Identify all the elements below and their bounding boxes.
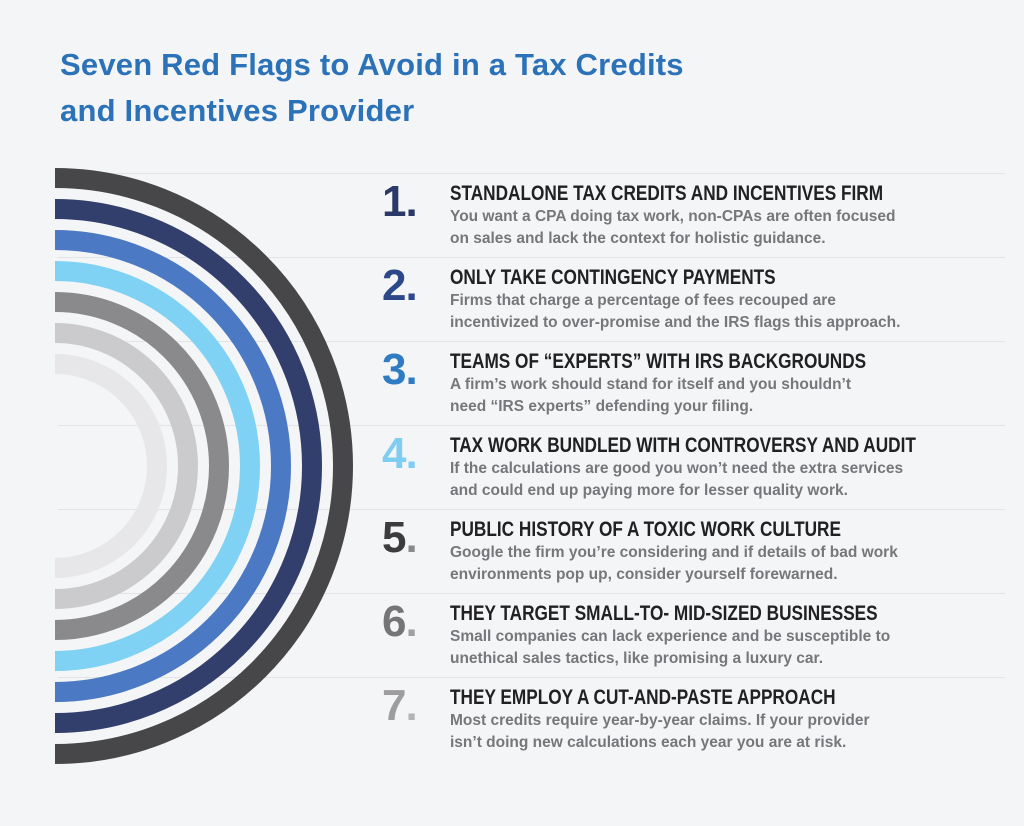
item-number: 5. bbox=[382, 513, 418, 562]
item-number: 7. bbox=[382, 681, 418, 730]
item-description-line1: A firm’s work should stand for itself an… bbox=[450, 376, 852, 393]
item-number-digit: 1 bbox=[382, 177, 407, 226]
item-number-dot: . bbox=[405, 513, 417, 562]
list-item: 7. THEY EMPLOY A CUT-AND-PASTE APPROACH … bbox=[382, 677, 1010, 761]
item-number-dot: . bbox=[405, 345, 417, 394]
item-description: A firm’s work should stand for itself an… bbox=[450, 374, 1010, 418]
page-title-line2: and Incentives Provider bbox=[60, 93, 415, 128]
item-heading: ONLY TAKE CONTINGENCY PAYMENTS bbox=[450, 266, 776, 289]
divider-line bbox=[58, 677, 1005, 678]
item-text: PUBLIC HISTORY OF A TOXIC WORK CULTURE G… bbox=[450, 509, 1010, 586]
item-heading: THEY EMPLOY A CUT-AND-PASTE APPROACH bbox=[450, 686, 836, 709]
item-number-digit: 3 bbox=[382, 345, 407, 394]
item-description-line1: Most credits require year-by-year claims… bbox=[450, 712, 870, 729]
item-heading: TAX WORK BUNDLED WITH CONTROVERSY AND AU… bbox=[450, 434, 916, 457]
item-number-digit: 4 bbox=[382, 429, 407, 478]
item-number-digit: 7 bbox=[382, 681, 407, 730]
item-heading: PUBLIC HISTORY OF A TOXIC WORK CULTURE bbox=[450, 518, 841, 541]
item-number-digit: 2 bbox=[382, 261, 407, 310]
item-number-digit: 6 bbox=[382, 597, 407, 646]
item-text: TAX WORK BUNDLED WITH CONTROVERSY AND AU… bbox=[450, 425, 1010, 502]
item-description: Firms that charge a percentage of fees r… bbox=[450, 290, 1010, 334]
item-text: THEY TARGET SMALL-TO- MID-SIZED BUSINESS… bbox=[450, 593, 1010, 670]
ring-arc-3 bbox=[54, 230, 291, 702]
item-description-line2: unethical sales tactics, like promising … bbox=[450, 650, 824, 667]
ring-arc-outer bbox=[54, 168, 353, 764]
item-number: 2. bbox=[382, 261, 418, 310]
item-text: STANDALONE TAX CREDITS AND INCENTIVES FI… bbox=[450, 173, 1010, 250]
item-number-dot: . bbox=[405, 429, 417, 478]
item-description-line1: If the calculations are good you won’t n… bbox=[450, 460, 904, 477]
item-number-digit: 5 bbox=[382, 513, 407, 562]
item-description-line2: isn’t doing new calculations each year y… bbox=[450, 734, 847, 751]
item-description-line2: on sales and lack the context for holist… bbox=[450, 230, 826, 247]
list-item: 4. TAX WORK BUNDLED WITH CONTROVERSY AND… bbox=[382, 425, 1010, 509]
item-description: If the calculations are good you won’t n… bbox=[450, 458, 1010, 502]
item-description-line2: environments pop up, consider yourself f… bbox=[450, 566, 838, 583]
item-number: 3. bbox=[382, 345, 418, 394]
list-item: 6. THEY TARGET SMALL-TO- MID-SIZED BUSIN… bbox=[382, 593, 1010, 677]
list-item: 2. ONLY TAKE CONTINGENCY PAYMENTS Firms … bbox=[382, 257, 1010, 341]
page-title-line1: Seven Red Flags to Avoid in a Tax Credit… bbox=[60, 47, 684, 82]
item-description-line2: and could end up paying more for lesser … bbox=[450, 482, 848, 499]
item-description-line1: Small companies can lack experience and … bbox=[450, 628, 891, 645]
item-heading: STANDALONE TAX CREDITS AND INCENTIVES FI… bbox=[450, 182, 884, 205]
red-flags-list: 1. STANDALONE TAX CREDITS AND INCENTIVES… bbox=[382, 173, 1010, 761]
divider-line bbox=[58, 593, 1005, 594]
ring-arc-inner bbox=[54, 354, 167, 578]
item-number: 4. bbox=[382, 429, 418, 478]
item-text: THEY EMPLOY A CUT-AND-PASTE APPROACH Mos… bbox=[450, 677, 1010, 754]
item-description-line1: Firms that charge a percentage of fees r… bbox=[450, 292, 836, 309]
item-description-line2: incentivized to over-promise and the IRS… bbox=[450, 314, 901, 331]
item-heading: TEAMS OF “EXPERTS” WITH IRS BACKGROUNDS bbox=[450, 350, 867, 373]
divider-line bbox=[58, 509, 1005, 510]
item-description-line2: need “IRS experts” defending your filing… bbox=[450, 398, 754, 415]
item-description: Google the firm you’re considering and i… bbox=[450, 542, 1010, 586]
list-item: 5. PUBLIC HISTORY OF A TOXIC WORK CULTUR… bbox=[382, 509, 1010, 593]
item-number: 1. bbox=[382, 177, 418, 226]
ring-arc-6 bbox=[54, 323, 198, 609]
item-text: ONLY TAKE CONTINGENCY PAYMENTS Firms tha… bbox=[450, 257, 1010, 334]
item-heading: THEY TARGET SMALL-TO- MID-SIZED BUSINESS… bbox=[450, 602, 878, 625]
item-description: You want a CPA doing tax work, non-CPAs … bbox=[450, 206, 1010, 250]
list-item: 3. TEAMS OF “EXPERTS” WITH IRS BACKGROUN… bbox=[382, 341, 1010, 425]
item-number-dot: . bbox=[405, 261, 417, 310]
item-description: Most credits require year-by-year claims… bbox=[450, 710, 1010, 754]
ring-arc-5 bbox=[54, 292, 229, 640]
item-description-line1: You want a CPA doing tax work, non-CPAs … bbox=[450, 208, 896, 225]
divider-line bbox=[58, 173, 1005, 174]
item-number-dot: . bbox=[405, 597, 417, 646]
item-number-dot: . bbox=[405, 177, 417, 226]
item-number-dot: . bbox=[405, 681, 417, 730]
divider-line bbox=[58, 425, 1005, 426]
item-number: 6. bbox=[382, 597, 418, 646]
ring-arc-2 bbox=[54, 199, 322, 733]
item-description-line1: Google the firm you’re considering and i… bbox=[450, 544, 898, 561]
item-description: Small companies can lack experience and … bbox=[450, 626, 1010, 670]
list-item: 1. STANDALONE TAX CREDITS AND INCENTIVES… bbox=[382, 173, 1010, 257]
divider-line bbox=[58, 341, 1005, 342]
divider-line bbox=[58, 257, 1005, 258]
item-text: TEAMS OF “EXPERTS” WITH IRS BACKGROUNDS … bbox=[450, 341, 1010, 418]
page-title: Seven Red Flags to Avoid in a Tax Credit… bbox=[60, 42, 684, 134]
ring-arc-4 bbox=[54, 261, 260, 671]
